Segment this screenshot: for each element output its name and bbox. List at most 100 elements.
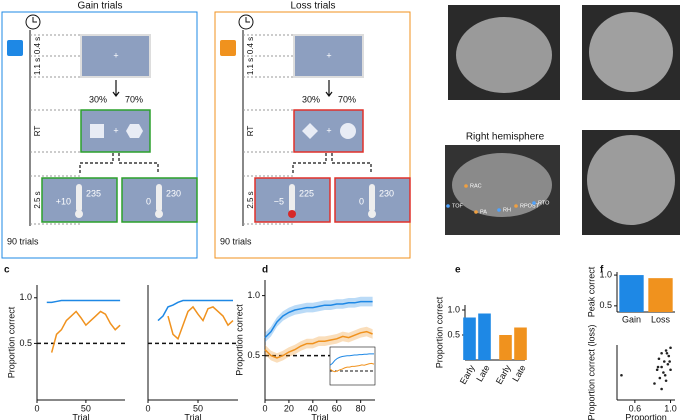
series-line [50,310,121,353]
panel-letter: c [4,265,10,276]
brain-title: Right hemisphere [466,132,545,143]
bar [648,278,673,312]
clock-hands [245,17,250,23]
x-tick-label: Loss [651,314,671,324]
point [660,351,663,355]
brain-shape [587,135,675,225]
thermometer-bulb [75,210,83,218]
y-axis-label: Proportion correct [434,296,444,368]
speaker-icon [7,40,23,56]
series-line [46,299,121,304]
y-tick-label: 0.5 [247,350,260,360]
duration-label: 1.1 s [33,58,42,75]
x-tick-label: 1.0 [664,403,677,413]
error-band [265,326,373,363]
point [666,362,670,366]
x-tick-label: 40 [308,403,318,413]
point [669,368,672,372]
reward: +10 [56,196,71,206]
thermometer [289,184,295,212]
arrow [112,80,120,97]
y-tick-label: 0.5 [19,338,32,348]
region-label: RPOST [520,203,540,209]
brain-shape [452,153,552,217]
region-marker [514,204,518,208]
duration-label: 0.4 s [246,37,255,54]
duration-label: 0.4 s [33,37,42,54]
x-tick-label: 50 [193,403,203,413]
point [662,360,666,363]
total: 235 [86,188,101,198]
duration-label: RT [33,126,42,137]
region-label: RTO [538,200,550,206]
x-tick-label: 60 [332,403,342,413]
arrow [325,80,333,97]
region-marker [532,201,536,205]
x-tick-label: 80 [356,403,366,413]
x-tick-label: Late [510,363,527,383]
bar [499,335,512,360]
x-axis-label: Proportion [625,412,667,420]
series-line [264,330,373,359]
probability: 30% [89,94,107,104]
point [669,346,672,350]
point [665,351,669,355]
reward: 0 [146,196,151,206]
fixation-screen [293,34,364,78]
inset-line [329,362,375,373]
thermometer-bulb [368,210,376,218]
point [667,354,671,358]
panel-frame [1,11,198,259]
reward: 0 [359,196,364,206]
point [662,371,665,374]
total: 230 [379,188,394,198]
x-tick-label: 0.6 [629,403,642,413]
region-marker [497,208,501,212]
total: 230 [166,188,181,198]
bar [463,317,476,360]
trial-count: 90 trials [220,236,252,246]
region-marker [446,204,450,208]
thermometer [156,184,162,212]
x-tick-label: 20 [284,403,294,413]
y-axis-label: Proportion correct [6,306,16,378]
point [653,382,656,385]
duration-label: 2.5 s [246,191,255,208]
x-axis-label: Trial [184,412,201,420]
x-tick-label: Early [494,363,513,386]
reward: −5 [274,196,284,206]
probability: 70% [125,94,143,104]
y-axis-label: Peak correct [586,266,596,317]
fixation: + [113,125,118,135]
point [656,365,660,369]
duration-label: 2.5 s [33,191,42,208]
thermometer [369,184,375,212]
stimulus [90,124,104,138]
region-marker [464,184,468,188]
stimulus [340,123,356,139]
x-tick-label: Gain [622,314,641,324]
point [655,368,659,372]
point [663,373,667,377]
error-band [265,296,373,343]
region-label: RH [503,207,511,213]
y-tick-label: 0.5 [599,300,612,310]
panel-frame [214,11,411,259]
series-line [264,300,373,339]
region-label: TOF [452,203,464,209]
panel-title: Loss trials [290,1,335,12]
x-tick-label: 50 [81,403,91,413]
duration-label: 1.1 s [246,58,255,75]
duration-label: RT [246,126,255,137]
brain-shape [589,12,673,92]
point [660,387,663,391]
x-axis-label: Trial [72,412,89,420]
region-label: RAC [470,183,482,189]
x-axis-label: Trial [311,412,328,420]
series-line [157,299,233,322]
x-tick-label: Late [474,363,491,383]
region-label: PA [480,209,487,215]
bar [478,313,491,360]
x-tick-label: 0 [145,403,150,413]
